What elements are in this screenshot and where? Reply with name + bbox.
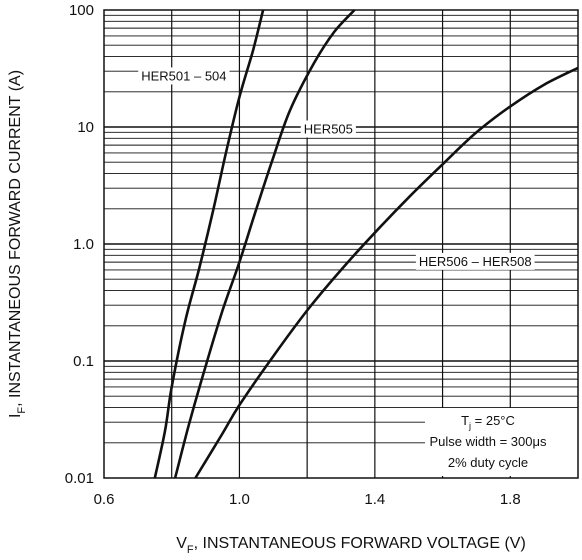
annotation-tj: Tj = 25°C <box>461 413 515 431</box>
plot-border <box>103 9 579 479</box>
x-tick-label: 1.0 <box>229 491 250 508</box>
series-label-her501-504: HER501 – 504 <box>141 68 226 83</box>
x-axis-label: VF, INSTANTANEOUS FORWARD VOLTAGE (V) <box>176 535 526 556</box>
series-line-her501-504 <box>153 9 265 479</box>
y-tick-label: 1.0 <box>73 236 94 253</box>
annotation: Tj = 25°C Pulse width = 300μs 2% duty cy… <box>430 413 547 470</box>
x-axis-label-rest: , INSTANTANEOUS FORWARD VOLTAGE (V) <box>194 535 526 552</box>
annotation-tj-rest: = 25°C <box>471 413 515 428</box>
y-tick-label: 0.1 <box>73 353 94 370</box>
y-tick-labels: 0.01 0.1 1.0 10 100 <box>65 2 94 487</box>
x-tick-label: 1.4 <box>364 491 385 508</box>
y-axis-label: IF, INSTANTANEOUS FORWARD CURRENT (A) <box>7 70 28 418</box>
annotation-duty-cycle: 2% duty cycle <box>448 455 528 470</box>
x-tick-label: 1.8 <box>500 491 521 508</box>
y-tick-label: 0.01 <box>65 470 94 487</box>
annotation-tj-main: T <box>461 413 469 428</box>
y-tick-label: 100 <box>69 2 94 19</box>
series-label-her506-508: HER506 – HER508 <box>419 254 532 269</box>
annotation-box <box>425 408 582 476</box>
series-labels: HER501 – 504 HER505 HER506 – HER508 <box>138 67 535 270</box>
y-axis-label-sub: F <box>16 407 28 414</box>
y-axis-label-main: I <box>7 414 24 418</box>
y-tick-label: 10 <box>77 119 94 136</box>
curves <box>153 9 579 479</box>
y-axis-label-rest: , INSTANTANEOUS FORWARD CURRENT (A) <box>7 70 24 407</box>
series-label-background <box>415 252 535 270</box>
annotation-tj-sub: j <box>468 421 471 431</box>
x-axis-label-main: V <box>176 535 187 552</box>
x-tick-labels: 0.6 1.0 1.4 1.8 <box>94 491 521 508</box>
x-tick-label: 0.6 <box>94 491 115 508</box>
x-axis-label-sub: F <box>187 544 194 556</box>
series-label-background <box>300 120 356 138</box>
series-label-her505: HER505 <box>304 121 353 136</box>
series-line-her506-508 <box>194 66 579 479</box>
grid <box>104 10 578 478</box>
series-label-background <box>138 67 230 85</box>
series-line-her505 <box>173 9 356 479</box>
annotation-pulse-width: Pulse width = 300μs <box>430 434 547 449</box>
